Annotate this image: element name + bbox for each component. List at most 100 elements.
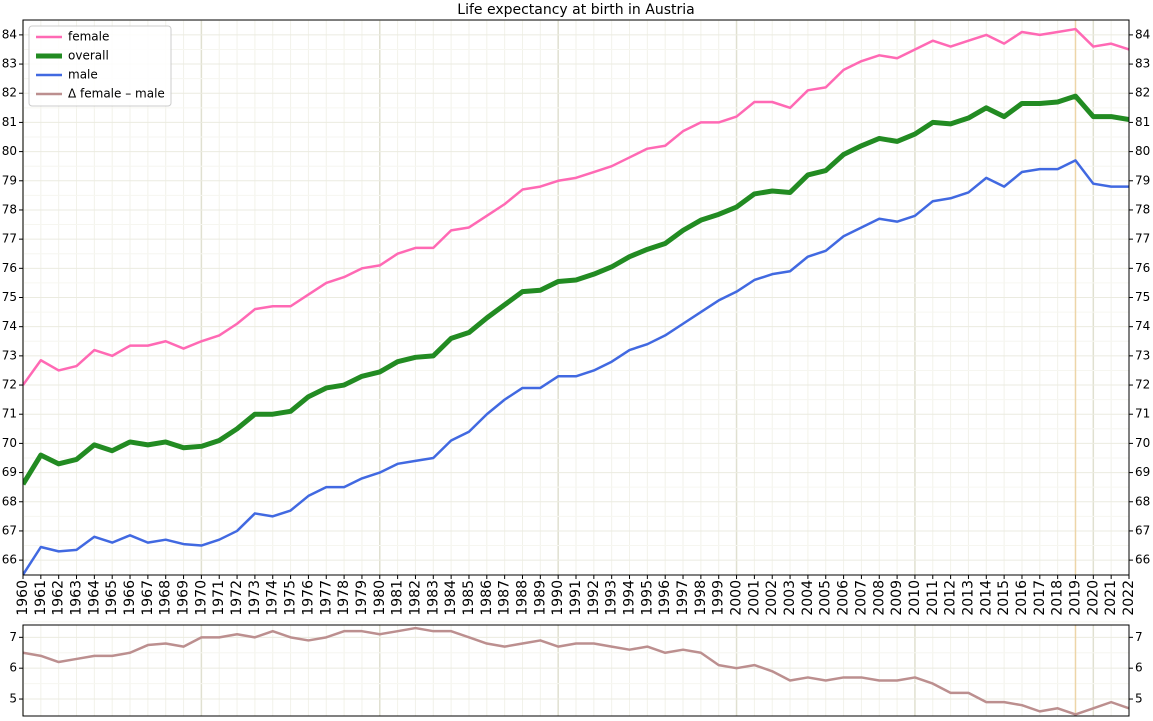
x-tick-label: 1966 [122, 580, 138, 616]
x-tick-label: 1995 [639, 580, 655, 616]
x-tick-label: 1965 [104, 580, 120, 616]
x-tick-label: 2010 [907, 580, 923, 616]
y-tick-label: 79 [2, 173, 17, 187]
y-tick-label: 76 [2, 261, 17, 275]
x-tick-label: 1969 [176, 580, 192, 616]
x-tick-label: 2016 [1014, 580, 1030, 616]
line [23, 27, 1129, 386]
y-tick-label: 70 [2, 436, 17, 450]
x-tick-label: 1960 [15, 580, 31, 616]
y-tick-label: 75 [1135, 290, 1150, 304]
y-tick-label: 6 [1135, 661, 1143, 675]
x-tick-label: 1964 [86, 580, 102, 616]
y-tick-label: 69 [1135, 465, 1150, 479]
y-tick-label: 84 [2, 27, 17, 41]
x-tick-label: 1990 [550, 580, 566, 616]
x-tick-label: 1975 [283, 580, 299, 616]
x-tick-label: 2021 [1103, 580, 1119, 616]
plot-frame [22, 19, 1130, 576]
y-tick-label: 84 [1135, 27, 1150, 41]
x-tick-label: 2011 [925, 580, 941, 616]
line [23, 159, 1129, 575]
x-tick-label: 1977 [318, 580, 334, 616]
y-tick-label: 81 [1135, 115, 1150, 129]
x-tick-label: 1991 [568, 580, 584, 616]
x-tick-label: 2003 [782, 580, 798, 616]
x-tick-label: 2002 [764, 580, 780, 616]
x-tick-label: 1984 [443, 580, 459, 616]
x-tick-label: 1981 [390, 580, 406, 616]
legend-label: overall [68, 49, 109, 63]
x-tick-label: 2018 [1050, 580, 1066, 616]
x-tick-label: 1989 [532, 580, 548, 616]
x-tick-label: 1970 [193, 580, 209, 616]
y-tick-label: 68 [1135, 494, 1150, 508]
y-tick-label: 78 [2, 202, 17, 216]
x-tick-label: 2009 [889, 580, 905, 616]
legend-label: Δ female – male [68, 87, 165, 101]
x-tick-label: 2007 [853, 580, 869, 616]
x-tick-label: 1980 [372, 580, 388, 616]
y-tick-label: 7 [1135, 630, 1143, 644]
y-tick-label: 78 [1135, 202, 1150, 216]
y-tick-label: 69 [2, 465, 17, 479]
line [23, 626, 1129, 716]
x-tick-label: 1978 [336, 580, 352, 616]
x-tick-label: 1994 [622, 580, 638, 616]
x-tick-label: 2017 [1032, 580, 1048, 616]
x-tick-label: 1987 [497, 580, 513, 616]
y-tick-label: 66 [2, 553, 17, 567]
x-tick-label: 2005 [818, 580, 834, 616]
y-tick-label: 79 [1135, 173, 1150, 187]
y-tick-label: 70 [1135, 436, 1150, 450]
x-tick-label: 1973 [247, 580, 263, 616]
x-tick-label: 2008 [871, 580, 887, 616]
y-tick-label: 83 [2, 57, 17, 71]
y-tick-label: 5 [1135, 692, 1143, 706]
x-tick-label: 1998 [693, 580, 709, 616]
legend-box [28, 25, 172, 107]
y-tick-label: 80 [1135, 144, 1150, 158]
legend-label: female [68, 30, 109, 44]
x-tick-label: 2022 [1121, 580, 1137, 616]
x-tick-label: 1963 [69, 580, 85, 616]
x-tick-label: 2015 [996, 580, 1012, 616]
x-tick-label: 2004 [800, 580, 816, 616]
x-tick-label: 1993 [604, 580, 620, 616]
y-tick-label: 72 [1135, 378, 1150, 392]
x-tick-label: 2014 [978, 580, 994, 616]
panel: 5 5 6 6 7 7 [9, 621, 1143, 717]
y-tick-label: 82 [2, 86, 17, 100]
y-tick-label: 74 [1135, 319, 1150, 333]
x-tick-label: 1962 [51, 580, 67, 616]
legend: female overall male Δ female – male [28, 25, 172, 107]
x-tick-label: 2012 [943, 580, 959, 616]
x-tick-label: 1988 [514, 580, 530, 616]
y-tick-label: 83 [1135, 57, 1150, 71]
x-tick-label: 1971 [211, 580, 227, 616]
y-tick-label: 6 [9, 661, 17, 675]
x-tick-label: 1968 [158, 580, 174, 616]
x-tick-label: 1985 [461, 580, 477, 616]
y-tick-label: 67 [1135, 523, 1150, 537]
y-tick-label: 76 [1135, 261, 1150, 275]
line [23, 93, 1129, 486]
x-tick-label: 1999 [711, 580, 727, 616]
x-tick-label: 2006 [836, 580, 852, 616]
x-tick-label: 1961 [33, 580, 49, 616]
y-tick-label: 75 [2, 290, 17, 304]
y-tick-label: 77 [2, 232, 17, 246]
y-tick-label: 80 [2, 144, 17, 158]
y-tick-label: 5 [9, 692, 17, 706]
x-tick-label: 2000 [729, 580, 745, 616]
y-tick-label: 72 [2, 378, 17, 392]
y-tick-label: 74 [2, 319, 17, 333]
x-tick-label: 1992 [586, 580, 602, 616]
x-tick-label: 2019 [1067, 580, 1083, 616]
y-tick-label: 73 [2, 348, 17, 362]
y-tick-label: 67 [2, 523, 17, 537]
y-tick-label: 7 [9, 630, 17, 644]
x-tick-label: 2020 [1085, 580, 1101, 616]
y-tick-label: 71 [2, 407, 17, 421]
